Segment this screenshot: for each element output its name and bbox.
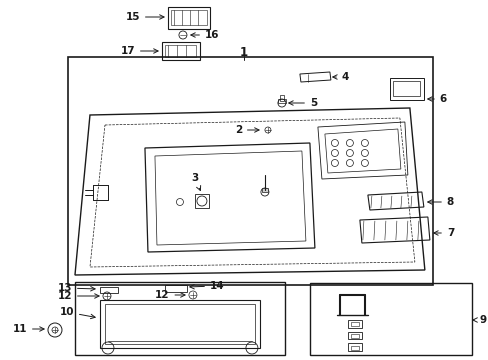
Text: 2: 2 bbox=[234, 125, 259, 135]
Bar bbox=[162, 42, 200, 60]
Bar bbox=[347, 343, 361, 351]
Bar bbox=[347, 320, 361, 328]
Bar bbox=[347, 332, 361, 339]
Text: 3: 3 bbox=[191, 173, 200, 190]
Text: 7: 7 bbox=[433, 228, 453, 238]
Text: 16: 16 bbox=[190, 30, 219, 40]
Text: 15: 15 bbox=[125, 12, 164, 22]
Text: 8: 8 bbox=[427, 197, 453, 207]
Bar bbox=[75, 282, 285, 355]
Text: 5: 5 bbox=[288, 98, 317, 108]
Text: 1: 1 bbox=[240, 45, 247, 59]
Text: 10: 10 bbox=[60, 307, 95, 319]
Bar bbox=[164, 45, 196, 57]
Bar bbox=[350, 334, 358, 338]
Bar bbox=[195, 194, 208, 208]
Bar bbox=[167, 7, 209, 29]
Bar bbox=[100, 287, 118, 293]
Bar bbox=[279, 95, 284, 101]
Bar bbox=[68, 57, 432, 285]
Bar bbox=[100, 300, 260, 348]
Bar bbox=[392, 81, 419, 96]
Bar bbox=[309, 283, 471, 355]
Text: 14: 14 bbox=[189, 281, 224, 291]
Bar bbox=[164, 285, 186, 292]
Text: 13: 13 bbox=[58, 283, 95, 293]
Bar bbox=[350, 322, 358, 326]
Bar bbox=[105, 304, 254, 344]
Text: 6: 6 bbox=[427, 94, 446, 104]
Text: 4: 4 bbox=[332, 72, 348, 82]
Text: 11: 11 bbox=[13, 324, 44, 334]
Text: 12: 12 bbox=[155, 290, 184, 300]
Text: 17: 17 bbox=[120, 46, 158, 56]
Text: 9: 9 bbox=[472, 315, 486, 325]
Bar bbox=[277, 99, 285, 103]
Bar bbox=[262, 188, 267, 192]
Bar bbox=[171, 10, 206, 25]
Bar bbox=[389, 78, 423, 100]
Bar bbox=[350, 346, 358, 350]
Text: 12: 12 bbox=[58, 291, 99, 301]
